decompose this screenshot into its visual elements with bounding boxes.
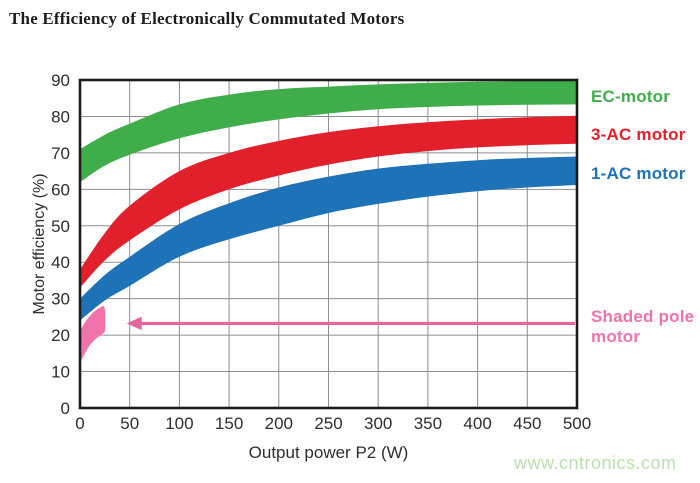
- band-3-ac-motor: [80, 115, 577, 288]
- y-tick-label: 20: [51, 326, 70, 345]
- x-tick-label: 50: [120, 414, 139, 433]
- y-tick-label: 70: [51, 144, 70, 163]
- legend-ec-motor: EC-motor: [591, 87, 671, 106]
- watermark: www.cntronics.com: [514, 453, 677, 473]
- band-1-ac-motor: [80, 156, 577, 321]
- page-title: The Efficiency of Electronically Commuta…: [9, 9, 405, 28]
- x-tick-label: 250: [314, 414, 342, 433]
- legend-shaded-pole-motor: Shaded pole motor: [591, 307, 695, 346]
- x-tick-label: 500: [563, 414, 591, 433]
- legend-3ac-motor: 3-AC motor: [591, 125, 686, 144]
- x-tick-label: 0: [75, 414, 84, 433]
- band-ec-motor: [80, 80, 577, 182]
- x-tick-label: 200: [265, 414, 293, 433]
- y-tick-label: 0: [61, 399, 70, 418]
- y-tick-label: 80: [51, 107, 70, 126]
- x-tick-label: 450: [513, 414, 541, 433]
- x-tick-label: 150: [215, 414, 243, 433]
- y-tick-label: 60: [51, 180, 70, 199]
- band-shaded-pole-motor: [80, 305, 106, 363]
- plot-border: [78, 78, 579, 410]
- x-tick-label: 400: [463, 414, 491, 433]
- x-axis-title: Output power P2 (W): [248, 443, 409, 462]
- y-tick-label: 50: [51, 217, 70, 236]
- y-axis-title: Motor efficiency (%): [31, 173, 48, 315]
- x-tick-label: 350: [414, 414, 442, 433]
- y-tick-label: 90: [51, 71, 70, 90]
- y-tick-label: 40: [51, 253, 70, 272]
- x-tick-label: 300: [364, 414, 392, 433]
- legend-1ac-motor: 1-AC motor: [591, 164, 686, 183]
- y-tick-label: 30: [51, 290, 70, 309]
- y-tick-label: 10: [51, 363, 70, 382]
- x-tick-label: 100: [165, 414, 193, 433]
- shaded-pole-arrow-head: [126, 316, 142, 331]
